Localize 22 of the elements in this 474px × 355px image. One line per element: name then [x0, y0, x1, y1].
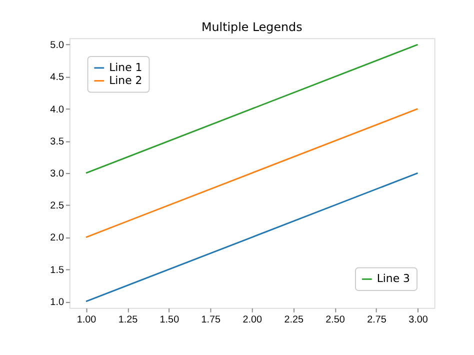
- x-tick-label: 2.00: [242, 314, 262, 326]
- x-tick-label: 1.75: [201, 314, 222, 326]
- x-tick-label: 1.00: [76, 314, 97, 326]
- x-tick-label: 2.50: [326, 314, 346, 326]
- legend-label: Line 1: [109, 60, 142, 74]
- y-tick-label: 4.5: [50, 72, 64, 84]
- legend-label: Line 2: [109, 74, 142, 87]
- chart-title: Multiple Legends: [201, 20, 302, 34]
- x-tick-label: 3.00: [408, 314, 428, 326]
- y-tick-label: 4.0: [50, 104, 64, 116]
- x-tick-label: 1.50: [160, 314, 180, 326]
- y-tick-label: 3.0: [50, 168, 64, 180]
- y-tick-label: 1.0: [50, 296, 64, 308]
- y-tick-label: 3.5: [50, 136, 64, 148]
- y-tick-label: 2.0: [50, 232, 64, 244]
- y-tick-label: 1.5: [50, 264, 64, 276]
- x-tick-label: 1.25: [118, 314, 138, 326]
- y-tick-label: 2.5: [50, 200, 64, 212]
- x-tick-label: 2.75: [367, 314, 387, 326]
- legend-label: Line 3: [376, 272, 410, 286]
- x-tick-label: 2.25: [284, 314, 304, 326]
- y-tick-label: 5.0: [50, 40, 64, 52]
